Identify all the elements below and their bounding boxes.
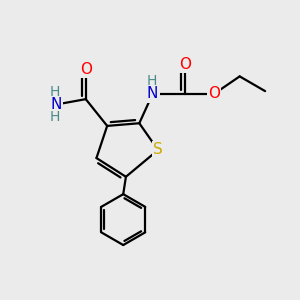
Text: H: H (50, 110, 60, 124)
Text: H: H (50, 85, 60, 99)
Text: O: O (179, 57, 191, 72)
Text: S: S (153, 142, 163, 158)
Text: H: H (146, 74, 157, 88)
Text: N: N (147, 86, 158, 101)
Text: O: O (208, 86, 220, 101)
Text: O: O (80, 62, 92, 77)
Text: N: N (51, 97, 62, 112)
